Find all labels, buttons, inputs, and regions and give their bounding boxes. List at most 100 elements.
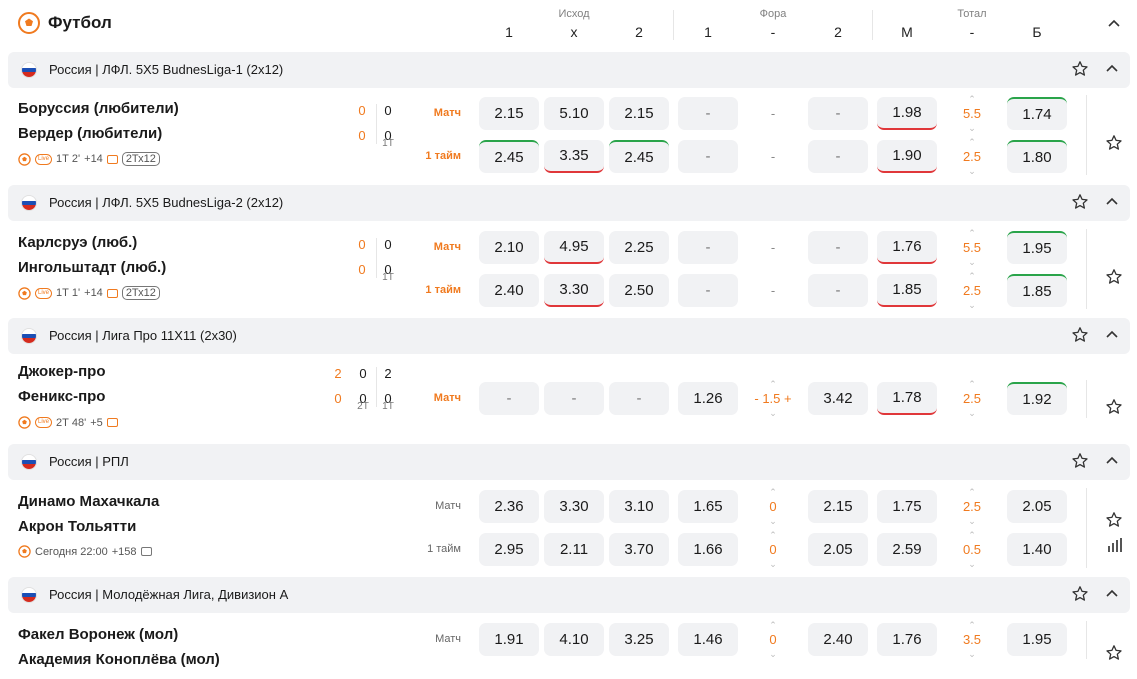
odds-cell[interactable]: 2.15 bbox=[808, 490, 868, 523]
more-markets-link[interactable]: +158 bbox=[111, 545, 137, 558]
param-down-arrow-icon[interactable]: ⌄ bbox=[968, 408, 976, 418]
param-up-arrow-icon[interactable]: ⌃ bbox=[968, 620, 976, 630]
team-away[interactable]: Феникс-про bbox=[18, 388, 106, 405]
odds-cell[interactable]: 1.90 bbox=[877, 140, 937, 173]
team-away[interactable]: Ингольштадт (люб.) bbox=[18, 259, 167, 276]
odds-cell[interactable]: 1.91 bbox=[479, 623, 539, 656]
more-markets-link[interactable]: +5 bbox=[90, 416, 103, 429]
param-up-arrow-icon[interactable]: ⌃ bbox=[968, 487, 976, 497]
league-collapse-chevron-icon[interactable] bbox=[1104, 61, 1120, 77]
team-home[interactable]: Факел Воронеж (мол) bbox=[18, 626, 179, 643]
league-header[interactable]: Россия | Молодёжная Лига, Дивизион А bbox=[8, 577, 1130, 613]
match-favorite-star-icon[interactable] bbox=[1105, 268, 1123, 286]
odds-cell[interactable]: 3.25 bbox=[609, 623, 669, 656]
param-down-arrow-icon[interactable]: ⌄ bbox=[968, 649, 976, 659]
odds-cell[interactable]: 2.45 bbox=[609, 140, 669, 173]
odds-cell[interactable]: 1.92 bbox=[1007, 382, 1067, 415]
param-up-arrow-icon[interactable]: ⌃ bbox=[968, 137, 976, 147]
param-down-arrow-icon[interactable]: ⌄ bbox=[968, 123, 976, 133]
odds-cell[interactable]: - bbox=[808, 140, 868, 173]
league-favorite-star-icon[interactable] bbox=[1071, 585, 1089, 603]
odds-cell[interactable]: 3.42 bbox=[808, 382, 868, 415]
param-up-arrow-icon[interactable]: ⌃ bbox=[769, 530, 777, 540]
more-markets-link[interactable]: +14 bbox=[84, 287, 103, 299]
odds-cell[interactable]: 1.65 bbox=[678, 490, 738, 523]
team-home[interactable]: Динамо Махачкала bbox=[18, 493, 160, 510]
param-down-arrow-icon[interactable]: ⌄ bbox=[769, 408, 777, 418]
league-collapse-chevron-icon[interactable] bbox=[1104, 194, 1120, 210]
odds-cell[interactable]: - bbox=[678, 274, 738, 307]
odds-cell[interactable]: - bbox=[678, 231, 738, 264]
odds-cell[interactable]: 2.40 bbox=[808, 623, 868, 656]
param-down-arrow-icon[interactable]: ⌄ bbox=[968, 300, 976, 310]
league-favorite-star-icon[interactable] bbox=[1071, 193, 1089, 211]
odds-cell[interactable]: 1.75 bbox=[877, 490, 937, 523]
odds-cell[interactable]: 2.95 bbox=[479, 533, 539, 566]
odds-cell[interactable]: 2.50 bbox=[609, 274, 669, 307]
league-header[interactable]: Россия | ЛФЛ. 5Х5 BudnesLiga-1 (2х12) bbox=[8, 52, 1130, 88]
league-favorite-star-icon[interactable] bbox=[1071, 452, 1089, 470]
odds-cell[interactable]: - bbox=[479, 382, 539, 415]
odds-cell[interactable]: - bbox=[544, 382, 604, 415]
param-down-arrow-icon[interactable]: ⌄ bbox=[968, 559, 976, 569]
param-up-arrow-icon[interactable]: ⌃ bbox=[968, 271, 976, 281]
league-favorite-star-icon[interactable] bbox=[1071, 326, 1089, 344]
odds-cell[interactable]: - bbox=[678, 97, 738, 130]
odds-cell[interactable]: 1.76 bbox=[877, 231, 937, 264]
odds-cell[interactable]: 2.15 bbox=[479, 97, 539, 130]
odds-cell[interactable]: 3.30 bbox=[544, 274, 604, 307]
odds-cell[interactable]: 1.95 bbox=[1007, 623, 1067, 656]
league-collapse-chevron-icon[interactable] bbox=[1104, 586, 1120, 602]
param-up-arrow-icon[interactable]: ⌃ bbox=[968, 228, 976, 238]
odds-cell[interactable]: 2.15 bbox=[609, 97, 669, 130]
team-away[interactable]: Вердер (любители) bbox=[18, 125, 163, 142]
odds-cell[interactable]: 2.45 bbox=[479, 140, 539, 173]
odds-cell[interactable]: 1.46 bbox=[678, 623, 738, 656]
odds-cell[interactable]: 3.30 bbox=[544, 490, 604, 523]
team-home[interactable]: Карлсруэ (люб.) bbox=[18, 234, 138, 251]
league-favorite-star-icon[interactable] bbox=[1071, 60, 1089, 78]
odds-cell[interactable]: 5.10 bbox=[544, 97, 604, 130]
match-favorite-star-icon[interactable] bbox=[1105, 134, 1123, 152]
odds-cell[interactable]: 2.25 bbox=[609, 231, 669, 264]
odds-cell[interactable]: 2.10 bbox=[479, 231, 539, 264]
odds-cell[interactable]: 1.85 bbox=[1007, 274, 1067, 307]
param-up-arrow-icon[interactable]: ⌃ bbox=[769, 487, 777, 497]
odds-cell[interactable]: - bbox=[808, 274, 868, 307]
odds-cell[interactable]: 3.10 bbox=[609, 490, 669, 523]
param-down-arrow-icon[interactable]: ⌄ bbox=[968, 166, 976, 176]
more-markets-link[interactable]: +14 bbox=[84, 153, 103, 165]
odds-cell[interactable]: 1.76 bbox=[877, 623, 937, 656]
odds-cell[interactable]: 2.05 bbox=[1007, 490, 1067, 523]
collapse-sport-chevron-up-icon[interactable] bbox=[1106, 16, 1122, 32]
odds-cell[interactable]: 1.40 bbox=[1007, 533, 1067, 566]
param-down-arrow-icon[interactable]: ⌄ bbox=[968, 516, 976, 526]
param-up-arrow-icon[interactable]: ⌃ bbox=[968, 530, 976, 540]
odds-cell[interactable]: 1.80 bbox=[1007, 140, 1067, 173]
league-header[interactable]: Россия | РПЛ bbox=[8, 444, 1130, 480]
odds-cell[interactable]: 4.10 bbox=[544, 623, 604, 656]
league-collapse-chevron-icon[interactable] bbox=[1104, 453, 1120, 469]
odds-cell[interactable]: - bbox=[609, 382, 669, 415]
odds-cell[interactable]: 2.40 bbox=[479, 274, 539, 307]
param-down-arrow-icon[interactable]: ⌄ bbox=[769, 649, 777, 659]
param-down-arrow-icon[interactable]: ⌄ bbox=[769, 516, 777, 526]
team-away[interactable]: Акрон Тольятти bbox=[18, 518, 137, 535]
odds-cell[interactable]: 3.35 bbox=[544, 140, 604, 173]
odds-cell[interactable]: 1.98 bbox=[877, 97, 937, 130]
odds-cell[interactable]: - bbox=[678, 140, 738, 173]
league-header[interactable]: Россия | Лига Про 11Х11 (2х30) bbox=[8, 318, 1130, 354]
odds-cell[interactable]: 3.70 bbox=[609, 533, 669, 566]
param-up-arrow-icon[interactable]: ⌃ bbox=[769, 620, 777, 630]
team-home[interactable]: Джокер-про bbox=[18, 363, 106, 380]
param-down-arrow-icon[interactable]: ⌄ bbox=[769, 559, 777, 569]
odds-cell[interactable]: 1.74 bbox=[1007, 97, 1067, 130]
odds-cell[interactable]: 1.66 bbox=[678, 533, 738, 566]
odds-cell[interactable]: 1.95 bbox=[1007, 231, 1067, 264]
param-down-arrow-icon[interactable]: ⌄ bbox=[968, 257, 976, 267]
odds-cell[interactable]: - bbox=[808, 231, 868, 264]
match-favorite-star-icon[interactable] bbox=[1105, 644, 1123, 662]
odds-cell[interactable]: 1.78 bbox=[877, 382, 937, 415]
league-collapse-chevron-icon[interactable] bbox=[1104, 327, 1120, 343]
odds-cell[interactable]: 2.59 bbox=[877, 533, 937, 566]
